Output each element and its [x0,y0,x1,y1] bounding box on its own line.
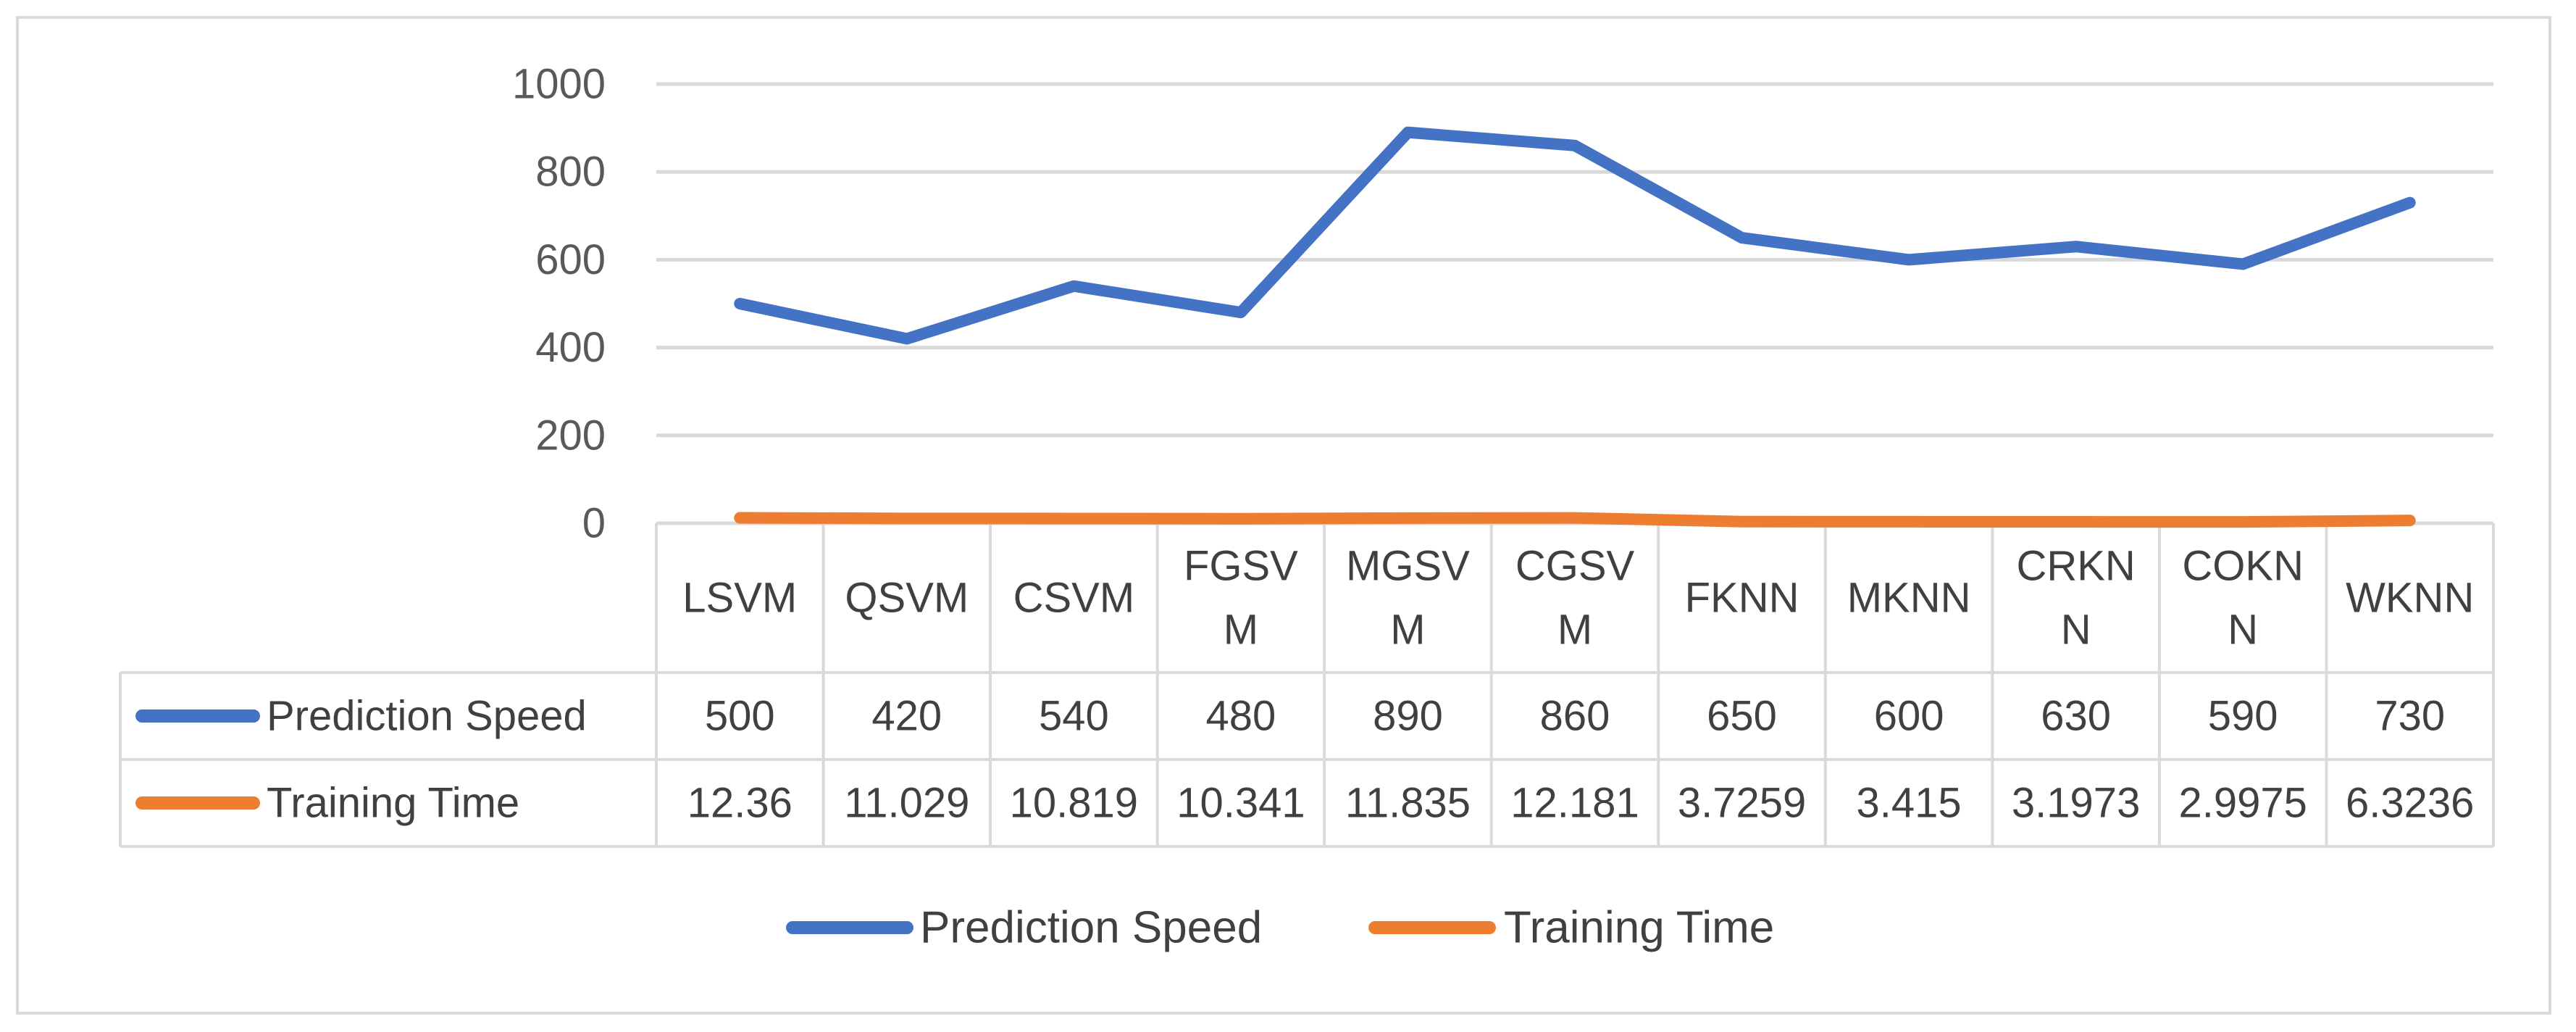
x-category-label: M [1557,607,1592,654]
x-category-label: FKNN [1685,575,1799,622]
table-value-cell: 3.7259 [1678,780,1806,827]
table-series-name: Prediction Speed [267,693,587,740]
legend-label: Training Time [1504,903,1774,953]
table-value-cell: 12.181 [1510,780,1639,827]
x-category-label: FGSV [1184,543,1298,590]
table-value-cell: 11.835 [1345,780,1471,827]
legend: Prediction Speed Training Time [786,903,1774,953]
x-category-label: WKNN [2346,575,2474,622]
table-value-cell: 3.1973 [2012,780,2140,827]
x-category-label: N [2061,607,2091,654]
y-tick-label: 0 [582,500,606,547]
x-category-label: QSVM [845,575,969,622]
y-tick-label: 400 [535,324,606,371]
table-value-cell: 10.819 [1010,780,1138,827]
y-tick-label: 200 [535,412,606,459]
table-value-cell: 480 [1206,693,1276,740]
table-value-cell: 650 [1707,693,1777,740]
table-value-cell: 6.3236 [2346,780,2474,827]
series-line [734,512,2416,528]
y-tick-label: 800 [535,149,606,196]
table-value-cell: 500 [705,693,775,740]
x-category-label: M [1390,607,1425,654]
x-category-label: MGSV [1346,543,1470,590]
y-tick-label: 600 [535,236,606,283]
legend-label: Prediction Speed [920,903,1262,953]
table-value-cell: 600 [1874,693,1944,740]
x-category-label: CRKN [2016,543,2135,590]
series-line [734,126,2416,345]
table-value-cell: 11.029 [844,780,969,827]
x-category-label: N [2228,607,2258,654]
table-series-name: Training Time [267,780,519,827]
table-value-cell: 890 [1373,693,1443,740]
x-category-label: MKNN [1847,575,1971,622]
table-value-cell: 630 [2041,693,2111,740]
table-value-cell: 730 [2375,693,2445,740]
data-table [119,523,2495,848]
table-value-cell: 10.341 [1176,780,1305,827]
table-value-cell: 860 [1540,693,1610,740]
x-category-label: COKN [2182,543,2304,590]
table-value-cell: 3.415 [1857,780,1962,827]
table-value-cell: 12.36 [687,780,793,827]
x-category-label: LSVM [682,575,797,622]
table-value-cell: 420 [871,693,942,740]
x-category-label: CSVM [1013,575,1135,622]
x-category-label: CGSV [1515,543,1635,590]
x-category-label: M [1224,607,1258,654]
y-tick-label: 1000 [512,61,606,108]
table-value-cell: 590 [2208,693,2278,740]
table-value-cell: 540 [1039,693,1109,740]
table-value-cell: 2.9975 [2178,780,2307,827]
